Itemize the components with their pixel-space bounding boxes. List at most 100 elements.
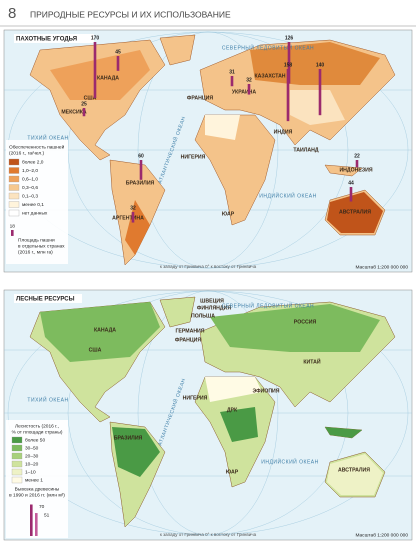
legend-label: в отдельных странах: [18, 244, 65, 249]
region-fill: [327, 192, 383, 233]
country-label: РОССИЯ: [294, 319, 317, 325]
arable-bar: [318, 69, 322, 116]
country-label: НИГЕРИЯ: [181, 154, 206, 160]
country-label: ФРАНЦИЯ: [175, 337, 201, 343]
map-title-bg: [14, 294, 82, 303]
region-fill: [327, 454, 383, 495]
country-label: КИТАЙ: [303, 357, 320, 365]
legend-label: 10–20: [25, 461, 39, 467]
bar-value: 45: [115, 49, 121, 55]
country-label: БРАЗИЛИЯ: [126, 180, 155, 186]
legend-label: более 50: [25, 437, 45, 443]
bar-value: 158: [284, 62, 293, 68]
country-label: ИНДОНЕЗИЯ: [339, 167, 372, 173]
legend-bar-value: 18: [10, 223, 16, 229]
country-label: КАНАДА: [97, 75, 119, 81]
bar-value: 32: [130, 205, 136, 211]
header-bg: [0, 0, 416, 26]
meridian-note: к западу от Гринвича 0° к востоку от Гри…: [160, 532, 257, 537]
arable-bar: [116, 56, 120, 71]
legend-swatch: [11, 444, 23, 452]
arable-bar: [131, 212, 135, 223]
arable-bar: [139, 160, 143, 180]
region-fill: [125, 200, 150, 255]
legend-bar: [11, 230, 14, 236]
country-label: ЭФИОПИЯ: [253, 388, 280, 394]
legend-label: в 1990 и 2016 гг. (млн м³): [9, 492, 65, 498]
map-title-bg: [14, 34, 94, 43]
legend-label: 0,6–1,0: [22, 176, 38, 182]
legend-label: менее 0,1: [22, 202, 44, 208]
land: [29, 296, 396, 528]
ocean-label: СЕВЕРНЫЙ ЛЕДОВИТЫЙ ОКЕАН: [222, 43, 314, 51]
legend-bar-value: 70: [39, 504, 45, 510]
region-fill: [112, 427, 160, 477]
legend-label: Вывозка древесины: [15, 486, 60, 492]
country-label: АВСТРАЛИЯ: [339, 209, 371, 215]
arable-bar: [355, 160, 359, 168]
legend-swatch: [8, 184, 20, 191]
arable-bar: [247, 84, 251, 95]
bar-value: 22: [354, 153, 360, 159]
legend-label: 1–10: [25, 469, 36, 475]
country-label: АВСТРАЛИЯ: [338, 467, 370, 473]
country-label: УКРАИНА: [232, 89, 257, 95]
country-label: ЮАР: [222, 211, 235, 217]
country-label: ИНДИЯ: [274, 129, 293, 135]
legend-swatch: [11, 436, 23, 444]
country-label: НИГЕРИЯ: [183, 395, 208, 401]
legend-swatch: [8, 175, 20, 183]
legend-label: Площадь пашни: [18, 237, 55, 243]
country-label: ШВЕЦИЯ: [200, 298, 224, 304]
legend-swatch: [8, 209, 20, 217]
country-label: КАНАДА: [94, 327, 116, 333]
country-label: ТАИЛАНД: [293, 147, 318, 153]
region-fill: [210, 304, 380, 352]
country-label: США: [84, 95, 97, 101]
bar-value: 44: [348, 180, 354, 186]
country-label: ЮАР: [226, 469, 239, 475]
legend-label: менее 1: [25, 477, 43, 483]
ocean-label: ИНДИЙСКИЙ ОКЕАН: [259, 191, 316, 199]
page-title: ПРИРОДНЫЕ РЕСУРСЫ И ИХ ИСПОЛЬЗОВАНИЕ: [30, 9, 231, 19]
legend-title: Обеспеченность пашней: [9, 143, 65, 150]
region-fill: [40, 302, 160, 362]
country-label: ФИНЛЯНДИЯ: [197, 305, 231, 311]
legend-swatch: [11, 460, 23, 468]
region-fill: [325, 427, 362, 438]
legend-label: (2016 г., млн га): [18, 249, 53, 255]
legend-bar: [35, 513, 38, 536]
region-fill: [205, 377, 262, 402]
meridian-note: к западу от Гринвича 0° к востоку от Гри…: [160, 264, 257, 269]
country-label: АРГЕНТИНА: [112, 215, 144, 221]
legend-title: (2016 г., га/чел.): [9, 150, 45, 156]
ocean-label: ИНДИЙСКИЙ ОКЕАН: [261, 457, 318, 465]
country-label: ПОЛЬША: [191, 313, 215, 319]
bar-value: 32: [246, 77, 252, 83]
ocean-label: ТИХИЙ ОКЕАН: [27, 395, 68, 403]
bar-value: 25: [81, 101, 87, 107]
legend-swatch: [8, 167, 20, 174]
country-label: МЕКСИКА: [61, 109, 87, 115]
arable-bar: [230, 76, 234, 87]
map-scale: Масштаб 1:200 000 000: [355, 264, 408, 270]
region-fill: [290, 90, 345, 125]
arable-bar: [286, 69, 290, 122]
region-fill: [205, 115, 240, 140]
legend-swatch: [11, 476, 23, 484]
bar-value: 140: [316, 62, 325, 68]
country-label: ФРАНЦИЯ: [187, 95, 213, 101]
arable-bar: [82, 108, 86, 117]
arable-bar: [93, 42, 97, 99]
legend-label: 0,1–0,3: [22, 193, 38, 199]
country-label: США: [89, 347, 102, 353]
arable-bar: [349, 187, 353, 202]
bar-value: 170: [91, 35, 100, 41]
arable-bar: [287, 42, 291, 84]
legend-swatch: [11, 468, 23, 476]
map-title: ПАХОТНЫЕ УГОДЬЯ: [16, 37, 77, 43]
legend-label: более 2,0: [22, 159, 44, 165]
page-number: 8: [8, 5, 16, 22]
